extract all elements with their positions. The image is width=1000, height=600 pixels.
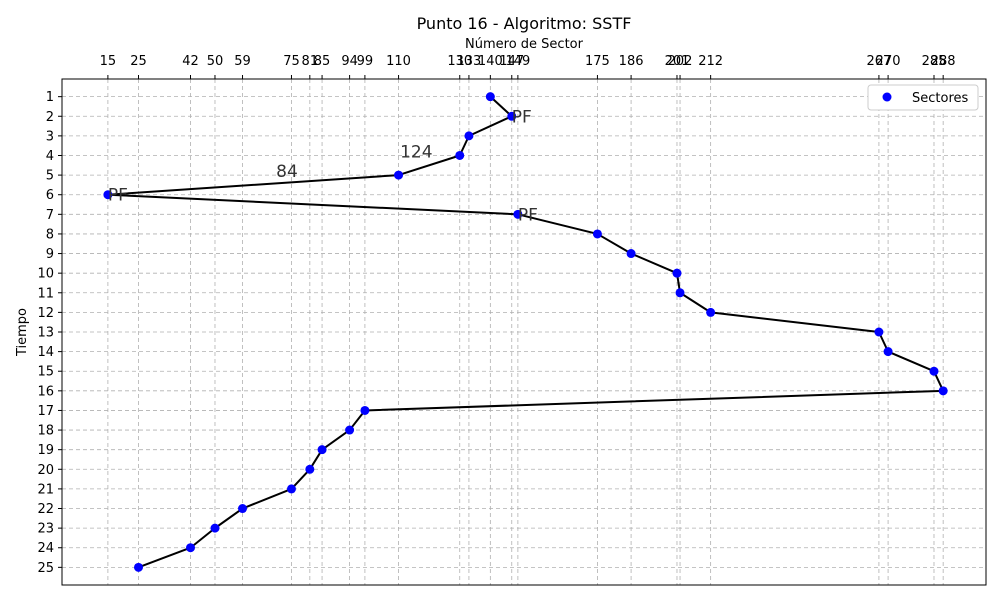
x-axis-label: Número de Sector bbox=[465, 37, 584, 52]
y-tick-label: 12 bbox=[37, 306, 54, 321]
legend-label: Sectores bbox=[912, 91, 969, 106]
y-tick-label: 6 bbox=[46, 188, 54, 203]
y-tick-label: 24 bbox=[37, 541, 54, 556]
x-tick-label: 110 bbox=[386, 54, 411, 69]
sector-point bbox=[103, 190, 113, 200]
annotation-label: PF bbox=[518, 205, 538, 225]
x-tick-label: 186 bbox=[619, 54, 644, 69]
x-tick-label: 212 bbox=[698, 54, 723, 69]
x-tick-label: 25 bbox=[130, 54, 147, 69]
sector-point bbox=[938, 386, 948, 396]
y-tick-label: 2 bbox=[46, 110, 54, 125]
y-tick-label: 15 bbox=[37, 365, 54, 380]
y-tick-label: 17 bbox=[37, 404, 54, 419]
y-tick-label: 8 bbox=[46, 227, 54, 242]
x-tick-label: 140 bbox=[478, 54, 503, 69]
y-tick-label: 13 bbox=[37, 326, 54, 341]
sector-point bbox=[672, 268, 682, 278]
y-tick-label: 14 bbox=[37, 345, 54, 360]
y-tick-label: 10 bbox=[37, 267, 54, 282]
y-tick-label: 7 bbox=[46, 208, 54, 223]
sector-point bbox=[507, 111, 517, 121]
y-tick-label: 16 bbox=[37, 384, 54, 399]
annotation-label: PF bbox=[512, 107, 532, 127]
sector-point bbox=[286, 484, 296, 494]
x-tick-label: 99 bbox=[357, 54, 374, 69]
y-axis-label: Tiempo bbox=[15, 308, 30, 357]
y-tick-label: 22 bbox=[37, 502, 54, 517]
annotation-label: 84 bbox=[276, 162, 298, 182]
sector-point bbox=[513, 209, 523, 219]
annotation-label: PF bbox=[108, 186, 128, 206]
x-tick-label: 285 bbox=[922, 54, 947, 69]
x-tick-label: 202 bbox=[668, 54, 693, 69]
x-tick-label: 50 bbox=[207, 54, 224, 69]
x-tick-label: 147 bbox=[499, 54, 524, 69]
x-tick-label: 270 bbox=[876, 54, 901, 69]
sector-point bbox=[455, 150, 465, 160]
x-tick-label: 201 bbox=[665, 54, 690, 69]
sector-point bbox=[626, 249, 636, 259]
x-tick-label: 42 bbox=[182, 54, 199, 69]
sector-point bbox=[485, 92, 495, 102]
y-tick-label: 21 bbox=[37, 482, 54, 497]
x-tick-label: 267 bbox=[866, 54, 891, 69]
x-tick-label: 288 bbox=[931, 54, 956, 69]
y-tick-label: 25 bbox=[37, 561, 54, 576]
y-tick-label: 3 bbox=[46, 129, 54, 144]
x-tick-label: 59 bbox=[234, 54, 251, 69]
sector-point bbox=[883, 347, 893, 357]
annotation-layer: PF PF PF 84 124 bbox=[108, 107, 538, 225]
sector-point bbox=[305, 464, 315, 474]
y-tick-label: 9 bbox=[46, 247, 54, 262]
y-tick-label: 4 bbox=[46, 149, 54, 164]
y-tick-label: 20 bbox=[37, 463, 54, 478]
sector-point bbox=[238, 504, 248, 514]
sector-point bbox=[675, 288, 685, 298]
sector-point bbox=[210, 523, 220, 533]
y-tick-label: 18 bbox=[37, 424, 54, 439]
y-tick-label: 5 bbox=[46, 169, 54, 184]
sector-point bbox=[360, 405, 370, 415]
sector-point bbox=[464, 131, 474, 141]
x-tick-label: 149 bbox=[505, 54, 530, 69]
y-tick-label: 23 bbox=[37, 522, 54, 537]
chart-title: Punto 16 - Algoritmo: SSTF bbox=[417, 14, 632, 33]
sector-point bbox=[186, 543, 196, 553]
y-tick-label: 11 bbox=[37, 286, 54, 301]
y-tick-label: 1 bbox=[46, 90, 54, 105]
sector-point bbox=[592, 229, 602, 239]
annotation-label: 124 bbox=[400, 143, 432, 163]
grid-layer bbox=[62, 79, 986, 585]
sector-point bbox=[133, 562, 143, 572]
series-layer bbox=[103, 92, 948, 572]
x-tick-label: 130 bbox=[447, 54, 472, 69]
sector-point bbox=[706, 307, 716, 317]
x-tick-label: 15 bbox=[100, 54, 117, 69]
x-tick-label: 94 bbox=[341, 54, 358, 69]
x-tick-label: 175 bbox=[585, 54, 610, 69]
sector-point bbox=[874, 327, 884, 337]
legend: Sectores bbox=[867, 84, 979, 111]
plot-frame bbox=[61, 78, 987, 586]
sector-point bbox=[929, 366, 939, 376]
legend-box bbox=[867, 84, 979, 111]
sector-point bbox=[317, 445, 327, 455]
sector-point bbox=[394, 170, 404, 180]
legend-marker bbox=[882, 92, 892, 102]
y-tick-label: 19 bbox=[37, 443, 54, 458]
x-tick-label: 81 bbox=[302, 54, 319, 69]
x-tick-label: 75 bbox=[283, 54, 300, 69]
x-tick-label: 133 bbox=[457, 54, 482, 69]
x-tick-label: 85 bbox=[314, 54, 331, 69]
sector-point bbox=[345, 425, 355, 435]
